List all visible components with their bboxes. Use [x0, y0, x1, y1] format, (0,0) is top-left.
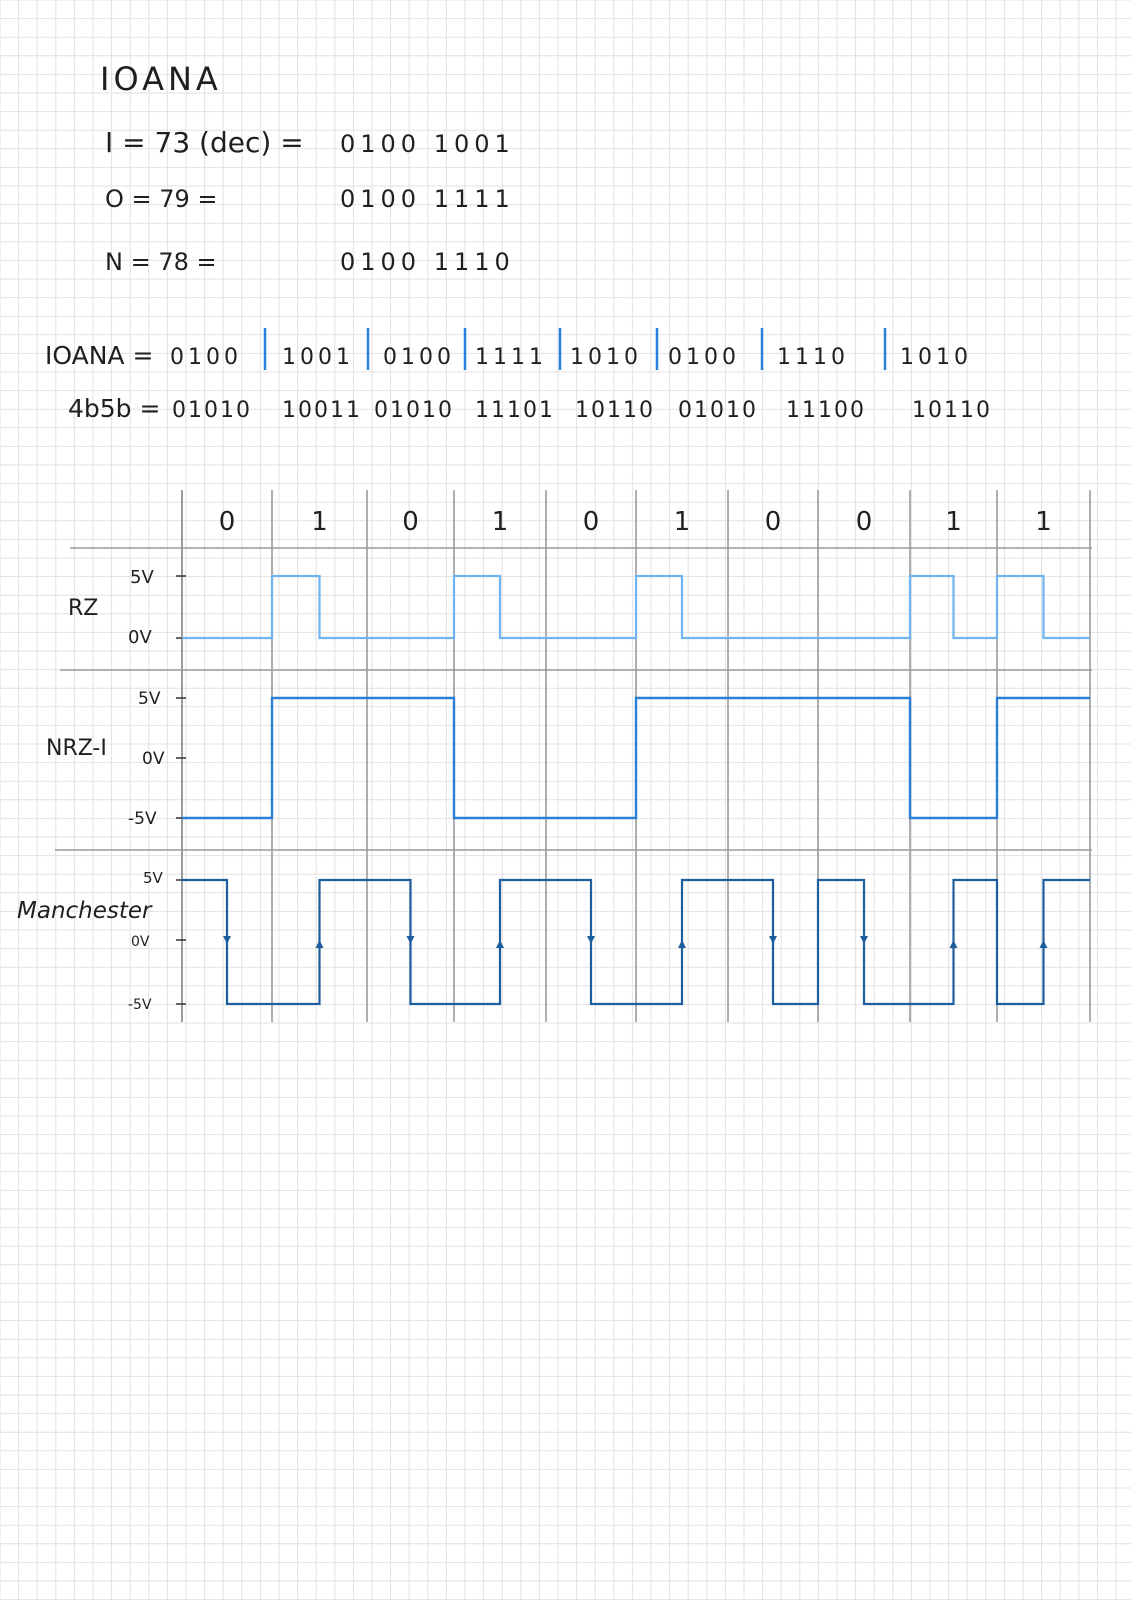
- bit-label: 1: [674, 507, 691, 537]
- fourb-group: 01010: [374, 398, 454, 423]
- ioana-group: 1110: [777, 345, 849, 370]
- bit-labels: 0 1 0 1 0 1 0 0 1 1: [219, 507, 1052, 537]
- fourb-group: 10110: [575, 398, 655, 423]
- ioana-group: 0100: [668, 345, 740, 370]
- fourb-group: 10011: [282, 398, 362, 423]
- bit-label: 1: [311, 507, 328, 537]
- panel-label-manchester: Manchester: [17, 898, 153, 924]
- manchester-transition-arrows: [223, 936, 1048, 948]
- fourb-group: 01010: [172, 398, 252, 423]
- down-arrow-icon: [587, 936, 595, 944]
- bit-label: 1: [1035, 507, 1052, 537]
- up-arrow-icon: [1039, 940, 1048, 948]
- ioana-group: 0100: [170, 345, 242, 370]
- ioana-group: 1001: [282, 345, 354, 370]
- ioana-label: IOANA =: [45, 341, 153, 370]
- up-arrow-icon: [678, 940, 686, 948]
- line-i-bits: 0100 1001: [340, 130, 515, 158]
- fourb-group: 11101: [475, 398, 555, 423]
- down-arrow-icon: [406, 936, 415, 944]
- ioana-group: 1111: [475, 345, 547, 370]
- up-arrow-icon: [315, 940, 324, 948]
- bit-label: 0: [402, 507, 419, 537]
- line-i-lhs: I = 73 (dec) =: [105, 126, 304, 159]
- up-arrow-icon: [496, 940, 504, 948]
- panel-label-rz: RZ: [68, 596, 98, 621]
- up-arrow-icon: [949, 940, 958, 948]
- bit-label: 1: [945, 507, 962, 537]
- bit-label: 1: [492, 507, 509, 537]
- line-n-lhs: N = 78 =: [105, 248, 217, 276]
- down-arrow-icon: [860, 936, 868, 944]
- line-o-bits: 0100 1111: [340, 185, 515, 213]
- rz-waveform: [182, 574, 1090, 640]
- nrzi-tick-neg5v: -5V: [128, 809, 157, 829]
- manchester-waveform: [182, 878, 1090, 1006]
- down-arrow-icon: [769, 936, 777, 944]
- rz-tick-5v: 5V: [130, 567, 154, 588]
- fourb-group: 10110: [912, 398, 992, 423]
- line-n-bits: 0100 1110: [340, 248, 515, 276]
- line-o-lhs: O = 79 =: [105, 185, 218, 213]
- panel-label-nrzi: NRZ-I: [46, 736, 107, 761]
- bit-period-grid: [55, 490, 1092, 1022]
- fourb-group: 01010: [678, 398, 758, 423]
- bit-label: 0: [583, 507, 600, 537]
- fourb-encoded-row: 01010 10011 01010 11101 10110 01010 11100 10110: [172, 398, 992, 423]
- nrzi-tick-0v: 0V: [142, 749, 165, 769]
- ioana-group: 1010: [900, 345, 972, 370]
- nrzi-tick-5v: 5V: [138, 689, 161, 709]
- bit-label: 0: [219, 507, 236, 537]
- ioana-group: 1010: [570, 345, 642, 370]
- nrzi-waveform: [182, 696, 1090, 820]
- manchester-tick-0v: 0V: [131, 934, 150, 950]
- down-arrow-icon: [223, 936, 231, 944]
- page-title: IOANA: [100, 60, 222, 98]
- bit-label: 0: [856, 507, 873, 537]
- ioana-group: 0100: [383, 345, 455, 370]
- fourb-group: 11100: [786, 398, 866, 423]
- manchester-tick-neg5v: -5V: [128, 997, 152, 1013]
- bit-label: 0: [765, 507, 782, 537]
- fourb-label: 4b5b =: [68, 394, 160, 423]
- ioana-binary-row: 0100 1001 0100 1111 1010 0100 1110 1010: [170, 328, 972, 370]
- rz-tick-0v: 0V: [128, 627, 152, 648]
- manchester-tick-5v: 5V: [143, 869, 164, 887]
